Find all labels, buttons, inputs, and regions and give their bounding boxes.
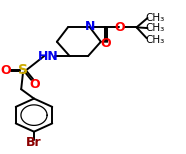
Text: HN: HN (38, 50, 59, 63)
Text: O: O (100, 37, 111, 50)
Text: O: O (30, 78, 40, 91)
Text: CH₃: CH₃ (146, 23, 165, 33)
Text: O: O (115, 21, 125, 34)
Text: CH₃: CH₃ (146, 13, 165, 23)
Text: N: N (85, 20, 95, 33)
Text: O: O (1, 64, 11, 77)
Text: Br: Br (26, 136, 42, 149)
Text: CH₃: CH₃ (145, 35, 164, 45)
Text: S: S (18, 63, 28, 77)
